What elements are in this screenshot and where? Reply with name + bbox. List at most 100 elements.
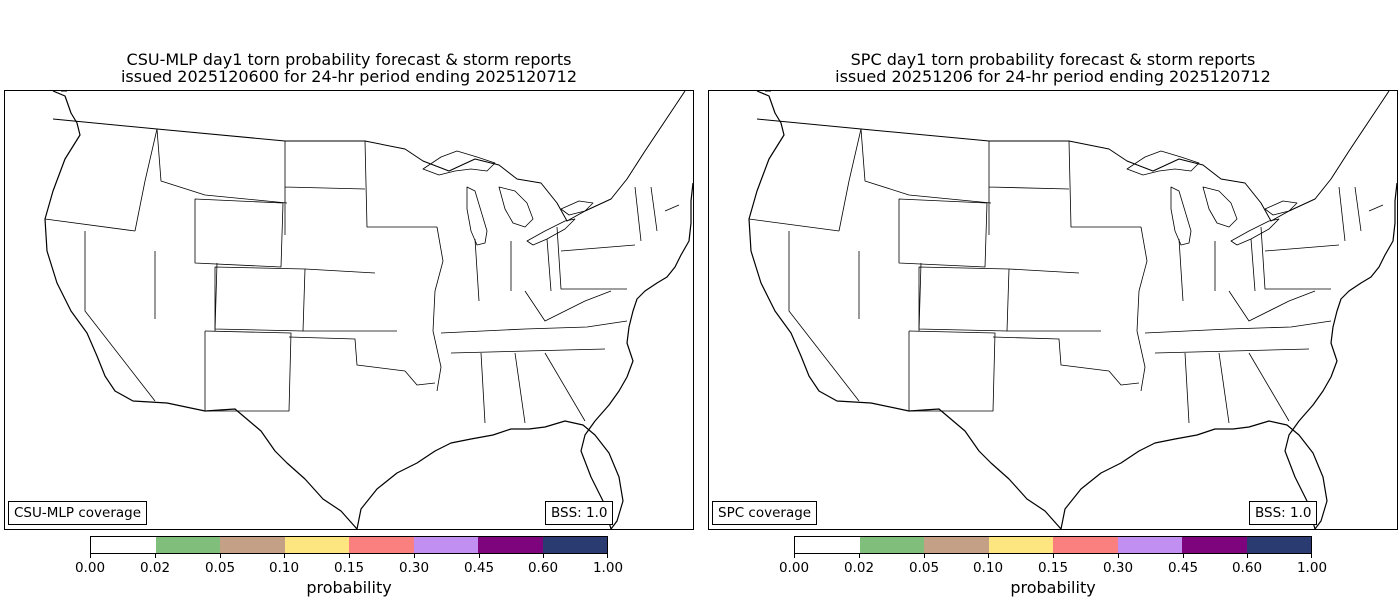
colorbar-tick-mark bbox=[794, 554, 795, 558]
colorbar-tick-label: 0.05 bbox=[204, 560, 236, 576]
colorbar-segment bbox=[155, 537, 220, 553]
colorbar-tick-label: 0.00 bbox=[778, 560, 810, 576]
pa-ny-boundary bbox=[556, 226, 636, 290]
coverage-label: SPC coverage bbox=[712, 501, 818, 525]
colorbar-label: probability bbox=[306, 578, 392, 597]
colorbar-tick-mark bbox=[1118, 554, 1119, 558]
colorbar-tick-label: 0.30 bbox=[398, 560, 430, 576]
lake-huron-boundary bbox=[498, 186, 534, 228]
colorbar-tick-mark bbox=[1311, 554, 1312, 558]
colorbar-tick-label: 0.15 bbox=[333, 560, 365, 576]
colorbar-tick-label: 0.02 bbox=[139, 560, 171, 576]
il-in-oh-boundary bbox=[474, 238, 552, 302]
colorbar-tick-label: 0.15 bbox=[1037, 560, 1069, 576]
title-line-2: issued 2025120600 for 24-hr period endin… bbox=[120, 67, 578, 86]
colorbar-tick-label: 0.10 bbox=[268, 560, 300, 576]
conus-map bbox=[748, 91, 1397, 529]
map-frame bbox=[4, 90, 694, 530]
title-line-1: SPC day1 torn probability forecast & sto… bbox=[850, 50, 1256, 69]
west-border-nv-boundary bbox=[788, 231, 860, 402]
tn-south-boundary bbox=[1154, 348, 1310, 354]
colorbar-tick-mark bbox=[1183, 554, 1184, 558]
ne-ks-boundary bbox=[1007, 268, 1101, 332]
lake-huron-boundary bbox=[1202, 186, 1238, 228]
lake-ontario-boundary bbox=[1264, 200, 1298, 216]
map-frame bbox=[708, 90, 1398, 530]
lake-superior-boundary bbox=[422, 150, 496, 176]
id-west-boundary bbox=[134, 128, 158, 232]
panel-title: CSU-MLP day1 torn probability forecast &… bbox=[4, 51, 694, 85]
colorbar-segment bbox=[1117, 537, 1182, 553]
id-west-boundary bbox=[838, 128, 862, 232]
colorbar-ticks: 0.00 0.02 0.05 0.10 0.15 0.30 0.45 0.60 1.00 bbox=[75, 554, 623, 576]
colorbar-tick-mark bbox=[349, 554, 350, 558]
title-line-2: issued 20251206 for 24-hr period ending … bbox=[835, 67, 1271, 86]
tx-ok-boundary bbox=[288, 336, 436, 386]
lake-erie-boundary bbox=[1230, 218, 1280, 246]
colorbar-tick-label: 0.10 bbox=[972, 560, 1004, 576]
dakotas-boundary bbox=[284, 141, 366, 235]
colorbar-segment bbox=[795, 537, 860, 553]
lake-erie-boundary bbox=[526, 218, 576, 246]
colorbar-tick-mark bbox=[90, 554, 91, 558]
nm-box-boundary bbox=[204, 330, 292, 412]
colorbar-tick-mark bbox=[607, 554, 608, 558]
colorbar-segment bbox=[1182, 537, 1247, 553]
ms-al-ga-boundary bbox=[480, 352, 586, 424]
colorbar-segment bbox=[220, 537, 285, 553]
colorbar-segment bbox=[91, 537, 156, 553]
mississippi-boundary bbox=[1136, 226, 1148, 392]
tn-south-boundary bbox=[450, 348, 606, 354]
colorbar-tick-label: 0.30 bbox=[1102, 560, 1134, 576]
colorbar-tick-label: 0.60 bbox=[1231, 560, 1263, 576]
colorbar-segment bbox=[924, 537, 989, 553]
colorbar-segment bbox=[988, 537, 1053, 553]
colorbar-tick-mark bbox=[988, 554, 989, 558]
probability-colorbar bbox=[794, 536, 1312, 554]
ne-ks-boundary bbox=[303, 268, 397, 332]
colorbar-segment bbox=[478, 537, 543, 553]
colorbar-segment bbox=[859, 537, 924, 553]
bss-label: BSS: 1.0 bbox=[545, 501, 614, 525]
probability-colorbar bbox=[90, 536, 608, 554]
wa-or-boundary bbox=[748, 218, 840, 232]
nm-box-boundary bbox=[908, 330, 996, 412]
canada-border-boundary bbox=[756, 91, 1390, 222]
colorbar-segment bbox=[1053, 537, 1118, 553]
wy-box-boundary bbox=[194, 198, 284, 268]
colorbar-tick-label: 1.00 bbox=[1296, 560, 1328, 576]
lake-michigan-boundary bbox=[466, 186, 488, 246]
colorbar-segment bbox=[349, 537, 414, 553]
west-border-nv-boundary bbox=[84, 231, 156, 402]
colorbar-tick-label: 0.00 bbox=[74, 560, 106, 576]
new-england-boundary bbox=[1338, 186, 1384, 242]
dakotas-boundary bbox=[988, 141, 1070, 235]
colorbar-segment bbox=[542, 537, 607, 553]
colorbar-tick-mark bbox=[414, 554, 415, 558]
us-outline-boundary bbox=[44, 91, 358, 529]
colorbar-ticks: 0.00 0.02 0.05 0.10 0.15 0.30 0.45 0.60 1.00 bbox=[779, 554, 1327, 576]
colorbar-segment bbox=[413, 537, 478, 553]
ms-al-ga-boundary bbox=[1184, 352, 1290, 424]
bss-label: BSS: 1.0 bbox=[1249, 501, 1318, 525]
colorbar-tick-label: 0.02 bbox=[843, 560, 875, 576]
gulf-coast-boundary bbox=[1060, 420, 1328, 529]
colorbar-tick-label: 0.60 bbox=[527, 560, 559, 576]
co-box-boundary bbox=[214, 266, 306, 332]
mt-south-boundary bbox=[860, 128, 992, 204]
mn-ia-boundary bbox=[364, 140, 437, 228]
csu-mlp-panel: CSU-MLP day1 torn probability forecast &… bbox=[4, 51, 694, 597]
wy-box-boundary bbox=[898, 198, 988, 268]
colorbar-tick-mark bbox=[220, 554, 221, 558]
mt-south-boundary bbox=[156, 128, 288, 204]
lake-michigan-boundary bbox=[1170, 186, 1192, 246]
colorbar-tick-mark bbox=[543, 554, 544, 558]
new-england-boundary bbox=[634, 186, 680, 242]
colorbar-tick-mark bbox=[1053, 554, 1054, 558]
wa-or-boundary bbox=[44, 218, 136, 232]
pa-ny-boundary bbox=[1260, 226, 1340, 290]
ky-tn-boundary bbox=[440, 320, 628, 334]
gulf-coast-boundary bbox=[356, 420, 624, 529]
colorbar-tick-mark bbox=[155, 554, 156, 558]
spc-panel: SPC day1 torn probability forecast & sto… bbox=[704, 0, 1400, 600]
